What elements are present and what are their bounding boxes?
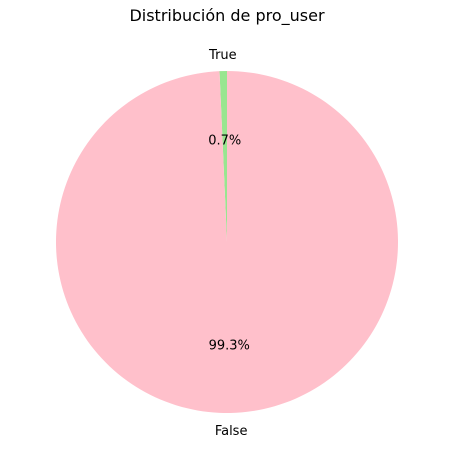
pie-slice-true [219,71,227,242]
pie-slice-false [55,71,398,414]
chart-title: Distribución de pro_user [129,6,325,26]
pie-category-label: True [208,48,237,63]
pie-category-label: False [215,424,248,439]
pie-slices [55,71,398,414]
pie-percent-label: 99.3% [209,339,250,354]
pie-percent-label: 0.7% [208,133,241,148]
pie-labels: True 0.7% False 99.3% [208,48,250,439]
